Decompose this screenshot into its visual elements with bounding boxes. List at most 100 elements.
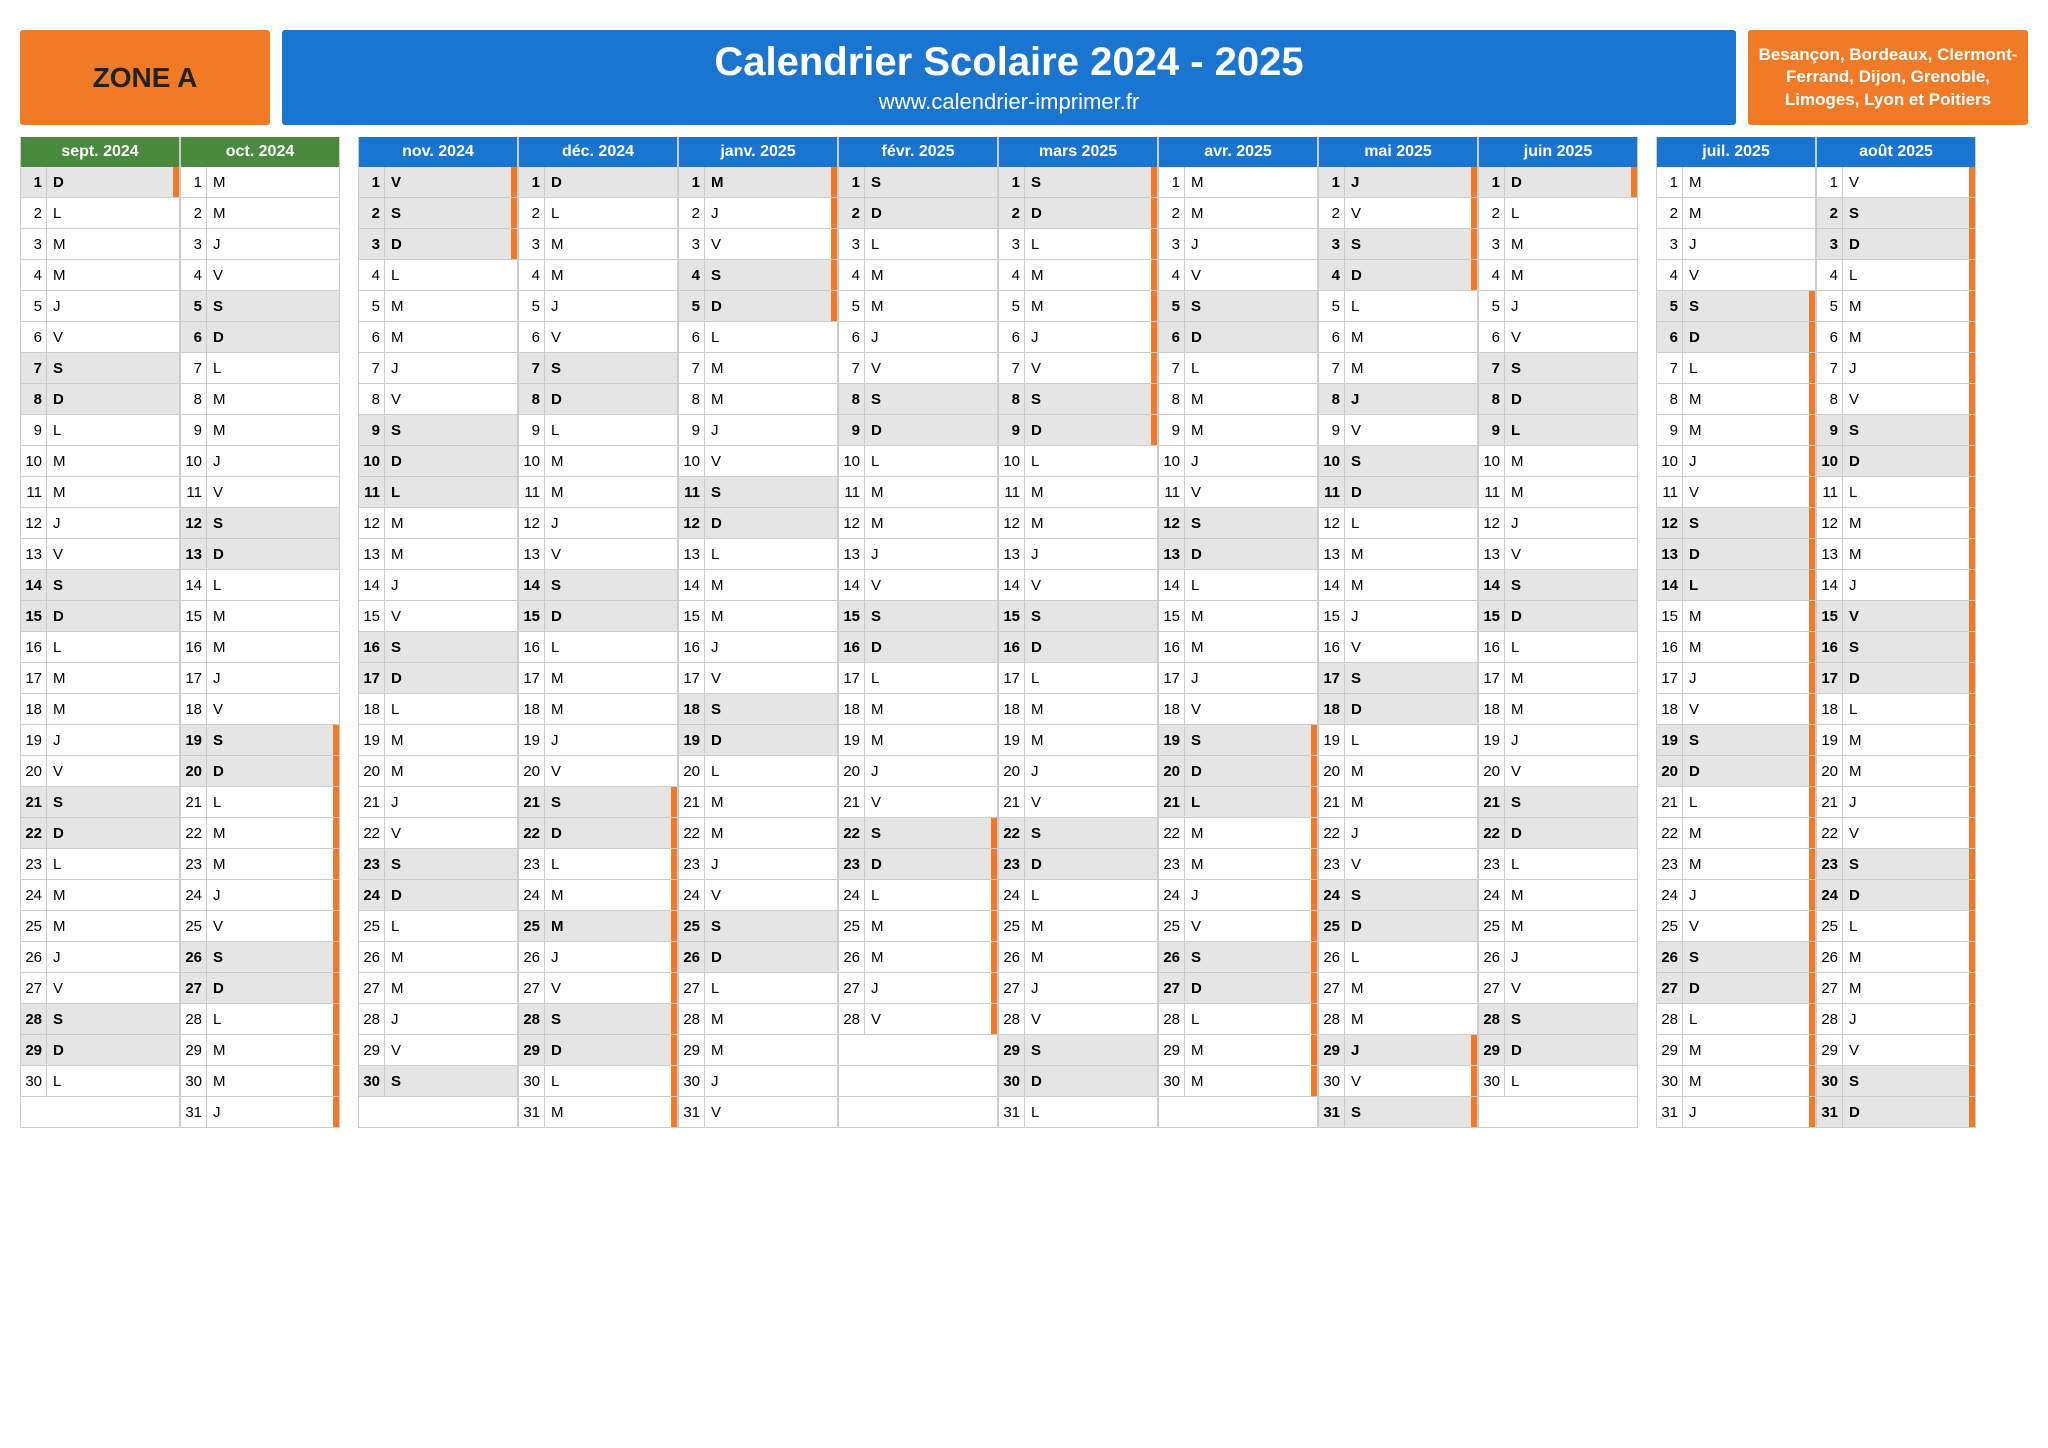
day-of-week: M bbox=[47, 453, 66, 470]
day-cell: 23V bbox=[1319, 849, 1477, 880]
holiday-bar bbox=[1151, 384, 1157, 414]
day-number: 2 bbox=[21, 198, 47, 228]
holiday-bar bbox=[1969, 1004, 1975, 1034]
day-cell: 23M bbox=[181, 849, 339, 880]
day-of-week: V bbox=[1025, 577, 1041, 594]
day-of-week: D bbox=[1185, 329, 1202, 346]
day-of-week: M bbox=[1345, 546, 1364, 563]
day-number: 10 bbox=[1657, 446, 1683, 476]
day-of-week: D bbox=[545, 608, 562, 625]
day-cell: 25L bbox=[1817, 911, 1975, 942]
day-cell: 11L bbox=[1817, 477, 1975, 508]
day-cell: 2L bbox=[21, 198, 179, 229]
month-column: févr. 20251S2D3L4M5M6J7V8S9D10L11M12M13J… bbox=[838, 137, 998, 1128]
day-number: 6 bbox=[359, 322, 385, 352]
day-number: 19 bbox=[1479, 725, 1505, 755]
day-cell: 29M bbox=[1159, 1035, 1317, 1066]
day-of-week: M bbox=[545, 484, 564, 501]
day-cell: 25M bbox=[519, 911, 677, 942]
holiday-bar bbox=[1809, 880, 1815, 910]
day-cell: .. bbox=[1479, 1097, 1637, 1128]
day-number: 20 bbox=[1817, 756, 1843, 786]
day-cell: 25M bbox=[1479, 911, 1637, 942]
holiday-bar bbox=[333, 911, 339, 941]
day-of-week: D bbox=[207, 329, 224, 346]
day-number: 30 bbox=[1159, 1066, 1185, 1096]
day-number: 28 bbox=[359, 1004, 385, 1034]
day-cell: 14S bbox=[519, 570, 677, 601]
day-of-week: M bbox=[207, 856, 226, 873]
day-of-week: M bbox=[1683, 391, 1702, 408]
day-number: 19 bbox=[839, 725, 865, 755]
day-number: 13 bbox=[519, 539, 545, 569]
day-of-week: S bbox=[1345, 236, 1361, 253]
day-cell: 16L bbox=[1479, 632, 1637, 663]
day-of-week: S bbox=[385, 422, 401, 439]
day-of-week: J bbox=[207, 453, 221, 470]
day-cell: 29V bbox=[359, 1035, 517, 1066]
day-cell: 15M bbox=[679, 601, 837, 632]
holiday-bar bbox=[1471, 1035, 1477, 1065]
day-number: 13 bbox=[359, 539, 385, 569]
day-cell: 28M bbox=[1319, 1004, 1477, 1035]
day-cell: 19M bbox=[839, 725, 997, 756]
day-number: 26 bbox=[679, 942, 705, 972]
day-number: 5 bbox=[1159, 291, 1185, 321]
day-number: 28 bbox=[181, 1004, 207, 1034]
day-cell: 6J bbox=[999, 322, 1157, 353]
day-cell: 18M bbox=[1479, 694, 1637, 725]
day-of-week: S bbox=[385, 1073, 401, 1090]
day-number: 6 bbox=[1817, 322, 1843, 352]
day-number: 16 bbox=[999, 632, 1025, 662]
day-of-week: J bbox=[1185, 887, 1199, 904]
day-number: 27 bbox=[1159, 973, 1185, 1003]
day-number: 14 bbox=[519, 570, 545, 600]
day-of-week: D bbox=[1505, 608, 1522, 625]
day-cell: 1V bbox=[359, 167, 517, 198]
day-number: 15 bbox=[1319, 601, 1345, 631]
day-cell: 4M bbox=[839, 260, 997, 291]
day-number: 31 bbox=[519, 1097, 545, 1127]
day-of-week: D bbox=[207, 980, 224, 997]
month-column: août 20251V2S3D4L5M6M7J8V9S10D11L12M13M1… bbox=[1816, 137, 1976, 1128]
day-of-week: D bbox=[705, 515, 722, 532]
day-number: 25 bbox=[519, 911, 545, 941]
day-number: 9 bbox=[999, 415, 1025, 445]
day-number: 15 bbox=[1817, 601, 1843, 631]
day-of-week: V bbox=[385, 391, 401, 408]
day-cell: 8D bbox=[1479, 384, 1637, 415]
day-of-week: V bbox=[545, 329, 561, 346]
day-number: 12 bbox=[519, 508, 545, 538]
month-header: févr. 2025 bbox=[839, 137, 997, 167]
day-of-week: V bbox=[865, 577, 881, 594]
day-number: 29 bbox=[999, 1035, 1025, 1065]
day-cell: .. bbox=[839, 1097, 997, 1128]
page-title: Calendrier Scolaire 2024 - 2025 bbox=[292, 40, 1726, 85]
day-of-week: D bbox=[385, 453, 402, 470]
day-number: 22 bbox=[679, 818, 705, 848]
day-of-week: V bbox=[1185, 267, 1201, 284]
day-number: 27 bbox=[359, 973, 385, 1003]
day-of-week: V bbox=[1345, 856, 1361, 873]
day-of-week: L bbox=[1683, 577, 1698, 594]
day-cell: 13V bbox=[1479, 539, 1637, 570]
day-of-week: L bbox=[1345, 949, 1359, 966]
day-number: 3 bbox=[519, 229, 545, 259]
day-cell: 15D bbox=[1479, 601, 1637, 632]
day-number: 20 bbox=[999, 756, 1025, 786]
holiday-bar bbox=[511, 198, 517, 228]
day-cell: 17V bbox=[679, 663, 837, 694]
day-number: 20 bbox=[679, 756, 705, 786]
day-of-week: L bbox=[1505, 205, 1519, 222]
day-number: 6 bbox=[1479, 322, 1505, 352]
day-cell: 13V bbox=[21, 539, 179, 570]
day-number: 13 bbox=[1319, 539, 1345, 569]
day-number: 15 bbox=[1159, 601, 1185, 631]
day-number: 30 bbox=[1319, 1066, 1345, 1096]
day-cell: 26J bbox=[21, 942, 179, 973]
month-header: sept. 2024 bbox=[21, 137, 179, 167]
day-number: 6 bbox=[839, 322, 865, 352]
day-cell: 27V bbox=[21, 973, 179, 1004]
day-number: 5 bbox=[999, 291, 1025, 321]
day-of-week: V bbox=[385, 174, 401, 191]
